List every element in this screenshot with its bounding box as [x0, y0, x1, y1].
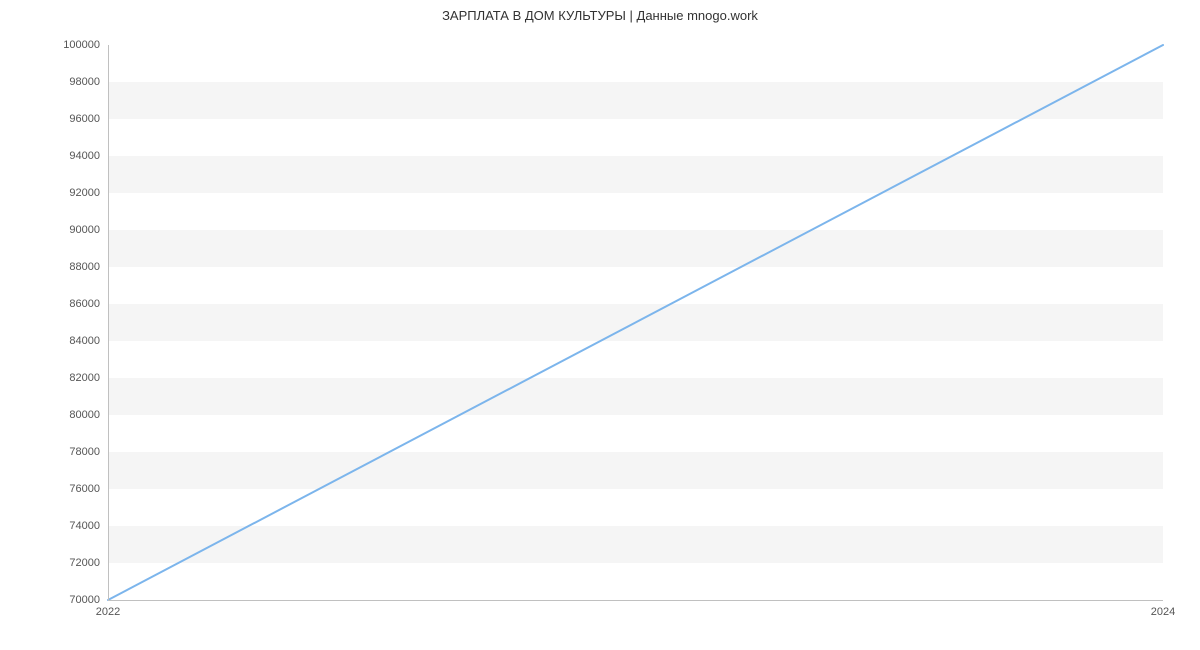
line-layer [108, 45, 1163, 600]
x-tick-label: 2024 [1151, 600, 1175, 618]
x-tick-label: 2022 [96, 600, 120, 618]
salary-chart: ЗАРПЛАТА В ДОМ КУЛЬТУРЫ | Данные mnogo.w… [0, 0, 1200, 650]
y-tick-label: 80000 [69, 409, 108, 421]
y-tick-label: 84000 [69, 335, 108, 347]
y-tick-label: 86000 [69, 298, 108, 310]
chart-title: ЗАРПЛАТА В ДОМ КУЛЬТУРЫ | Данные mnogo.w… [0, 8, 1200, 23]
x-axis-line [108, 600, 1163, 601]
y-tick-label: 100000 [63, 39, 108, 51]
series-line-salary [108, 45, 1163, 600]
y-tick-label: 72000 [69, 557, 108, 569]
y-tick-label: 82000 [69, 372, 108, 384]
y-tick-label: 88000 [69, 261, 108, 273]
y-axis-line [108, 45, 109, 600]
y-tick-label: 90000 [69, 224, 108, 236]
y-tick-label: 98000 [69, 76, 108, 88]
y-tick-label: 92000 [69, 187, 108, 199]
y-tick-label: 74000 [69, 520, 108, 532]
y-tick-label: 78000 [69, 446, 108, 458]
plot-area: 7000072000740007600078000800008200084000… [108, 45, 1163, 600]
y-tick-label: 76000 [69, 483, 108, 495]
y-tick-label: 96000 [69, 113, 108, 125]
y-tick-label: 94000 [69, 150, 108, 162]
